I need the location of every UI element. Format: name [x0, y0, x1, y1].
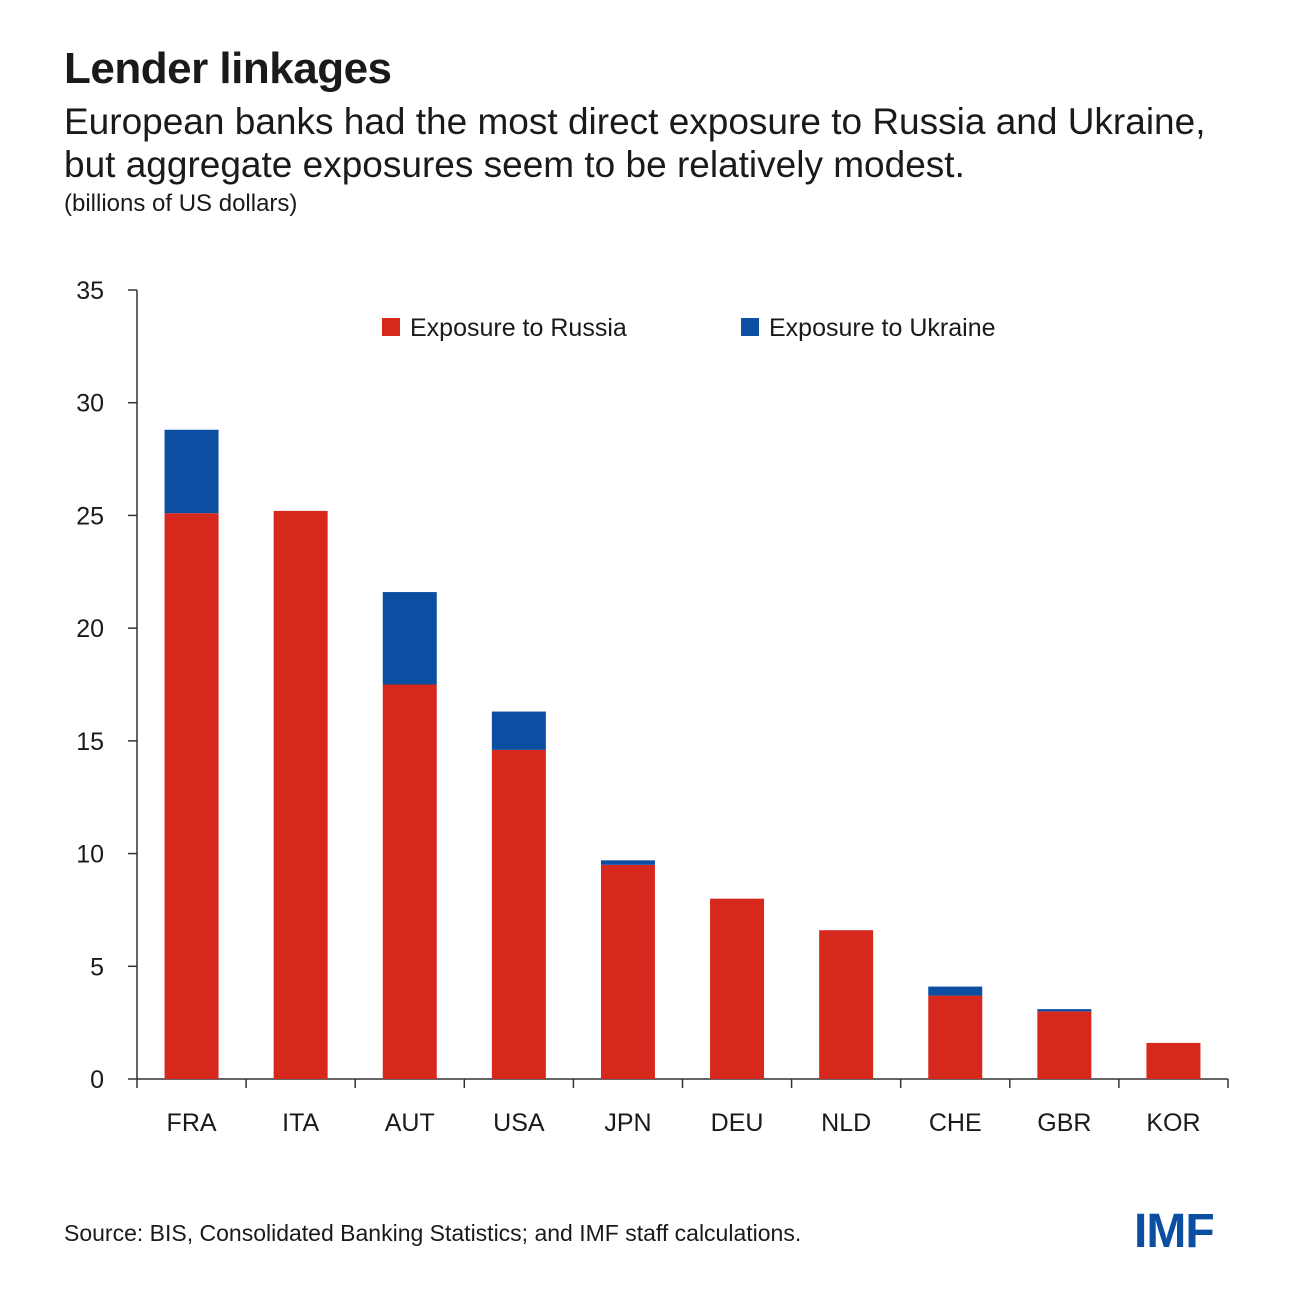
bar-fra-ukraine: [164, 429, 219, 514]
source-note: Source: BIS, Consolidated Banking Statis…: [64, 1220, 802, 1246]
chart-title: Lender linkages: [64, 44, 392, 93]
y-tick-label: 10: [76, 841, 104, 869]
x-tick-label-che: CHE: [929, 1109, 982, 1137]
imf-logo: IMF: [1134, 1205, 1215, 1258]
chart-subtitle: European banks had the most direct expos…: [64, 101, 1206, 185]
bar-ita-russia: [273, 510, 328, 1079]
x-tick-label-usa: USA: [493, 1109, 545, 1137]
x-tick-label-gbr: GBR: [1037, 1109, 1091, 1137]
y-tick-label: 0: [90, 1066, 104, 1094]
bar-fra-russia: [164, 513, 219, 1079]
bar-nld-russia: [819, 930, 874, 1079]
units-label: (billions of US dollars): [64, 190, 298, 217]
bar-jpn-russia: [600, 864, 655, 1079]
x-tick-label-nld: NLD: [821, 1109, 871, 1137]
legend-label-ukraine: Exposure to Ukraine: [769, 314, 996, 342]
bar-usa-russia: [491, 749, 546, 1079]
legend-swatch-russia: [382, 318, 400, 336]
bar-deu-russia: [710, 898, 765, 1079]
bar-gbr-ukraine: [1037, 1009, 1092, 1012]
x-tick-label-jpn: JPN: [604, 1109, 651, 1137]
bar-che-ukraine: [928, 986, 983, 996]
y-tick-label: 15: [76, 728, 104, 756]
legend-label-russia: Exposure to Russia: [410, 314, 627, 342]
bar-kor-russia: [1146, 1042, 1201, 1079]
y-tick-label: 30: [76, 390, 104, 418]
bar-usa-ukraine: [491, 711, 546, 750]
x-tick-label-aut: AUT: [385, 1109, 435, 1137]
y-tick-label: 35: [76, 277, 104, 305]
bar-aut-russia: [382, 684, 437, 1079]
x-tick-label-fra: FRA: [167, 1109, 217, 1137]
bar-che-russia: [928, 995, 983, 1079]
x-tick-label-ita: ITA: [282, 1109, 319, 1137]
bar-jpn-ukraine: [600, 860, 655, 865]
bar-gbr-russia: [1037, 1011, 1092, 1079]
x-tick-label-kor: KOR: [1146, 1109, 1200, 1137]
y-tick-label: 5: [90, 953, 104, 981]
bar-aut-ukraine: [382, 592, 437, 685]
y-tick-label: 25: [76, 502, 104, 530]
x-tick-label-deu: DEU: [711, 1109, 764, 1137]
y-tick-label: 20: [76, 615, 104, 643]
legend-swatch-ukraine: [741, 318, 759, 336]
